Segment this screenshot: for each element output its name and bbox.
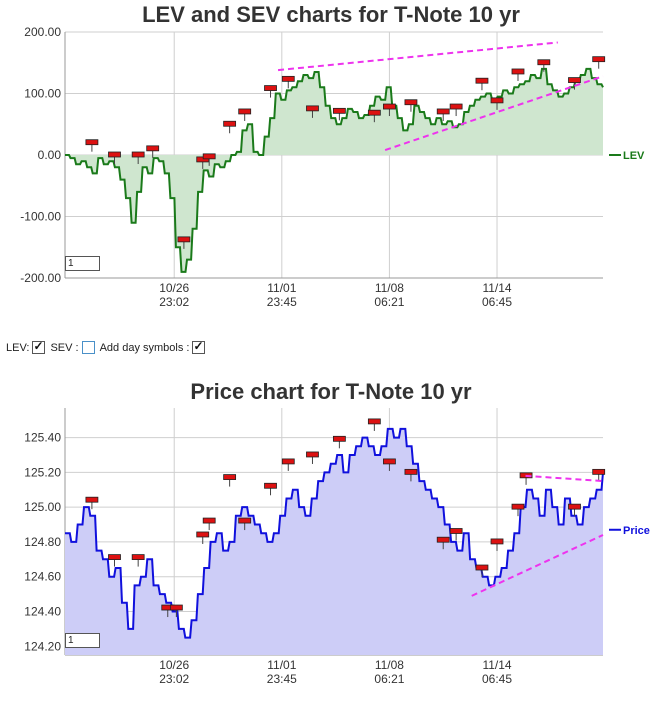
x-tick-time: 23:02	[159, 672, 189, 686]
x-tick-date: 10/26	[159, 281, 189, 295]
day-marker-flag	[238, 517, 252, 524]
x-tick-date: 10/26	[159, 658, 189, 672]
day-marker-flag	[436, 536, 450, 543]
day-marker-flag	[146, 145, 160, 152]
trend-line	[525, 474, 604, 483]
day-marker-flag	[404, 99, 418, 106]
x-tick-time: 23:45	[267, 295, 297, 309]
series-line	[65, 427, 604, 639]
day-marker-flag	[131, 554, 145, 560]
day-marker-flag	[511, 503, 525, 510]
x-tick-time: 06:21	[374, 672, 404, 686]
x-tick-date: 11/14	[482, 658, 511, 672]
day-marker-flag	[383, 458, 396, 465]
day-marker-flag	[202, 153, 216, 160]
price-chart-title: Price chart for T-Note 10 yr	[190, 379, 472, 404]
y-tick-label: 124.40	[24, 605, 61, 619]
day-marker-flag	[85, 496, 99, 503]
day-marker-flag	[475, 77, 489, 84]
day-marker-flag	[511, 68, 525, 75]
series-line	[65, 67, 604, 273]
day-marker-flag	[306, 105, 319, 112]
price-zoom-input[interactable]: 1	[65, 633, 100, 648]
y-tick-label: 124.80	[24, 535, 61, 549]
sev-checkbox[interactable]	[81, 341, 95, 354]
y-tick-label: 125.20	[24, 465, 61, 479]
legend-label: Price	[623, 525, 650, 537]
trend-line	[471, 534, 604, 597]
x-tick-date: 11/08	[375, 281, 404, 295]
sev-toggle-label: SEV :	[50, 341, 79, 354]
lev-toggle-label: LEV:	[6, 341, 30, 354]
day-marker-flag	[367, 109, 381, 116]
day-marker-flag	[108, 554, 121, 560]
y-tick-label: 124.60	[24, 570, 61, 584]
day-marker-flag	[592, 468, 606, 475]
y-tick-label: 200.00	[24, 25, 61, 39]
day-marker-flag	[490, 538, 504, 545]
trend-line	[277, 41, 558, 72]
day-marker-flag	[568, 77, 581, 83]
day-marker-flag	[169, 604, 183, 611]
day-marker-flag	[238, 108, 252, 115]
day-marker-flag	[449, 528, 463, 534]
day-marker-flag	[383, 103, 396, 110]
day-marker-flag	[404, 468, 418, 475]
day-marker-flag	[281, 75, 295, 82]
day-marker-flag	[264, 482, 277, 489]
day-marker-flag	[592, 56, 606, 63]
lev-checkbox[interactable]	[32, 339, 46, 354]
day-marker-flag	[223, 120, 237, 127]
day-marker-flag	[264, 85, 277, 91]
day-marker-flag	[537, 59, 551, 66]
series-area-fill	[65, 68, 603, 272]
day-marker-flag	[281, 458, 295, 465]
x-tick-time: 06:21	[374, 295, 404, 309]
x-tick-time: 06:45	[482, 295, 512, 309]
day-marker-flag	[449, 103, 463, 110]
day-marker-flag	[367, 418, 381, 425]
y-tick-label: 125.00	[24, 500, 61, 514]
day-symbols-label: Add day symbols :	[99, 341, 190, 354]
series-toggle-row: LEV: SEV : Add day symbols :	[6, 339, 208, 354]
day-marker-flag	[196, 531, 210, 538]
series-area-fill	[65, 428, 603, 655]
x-tick-time: 23:02	[159, 295, 189, 309]
day-marker-flag	[202, 517, 216, 524]
y-tick-label: 125.40	[24, 431, 61, 445]
day-marker-flag	[306, 451, 319, 458]
day-marker-flag	[177, 236, 191, 243]
day-marker-flag	[332, 107, 346, 114]
day-marker-flag	[475, 564, 489, 571]
x-tick-date: 11/01	[267, 658, 296, 672]
lev-chart-title: LEV and SEV charts for T-Note 10 yr	[142, 2, 520, 27]
day-marker-flag	[131, 151, 145, 158]
day-marker-flag	[332, 435, 346, 442]
day-marker-flag	[568, 503, 581, 510]
y-tick-label: 124.20	[24, 639, 61, 653]
y-tick-label: 0.00	[38, 148, 62, 162]
day-marker-flag	[223, 474, 237, 480]
x-tick-date: 11/01	[267, 281, 296, 295]
x-tick-date: 11/08	[375, 658, 404, 672]
x-tick-date: 11/14	[482, 281, 511, 295]
day-marker-flag	[85, 139, 99, 146]
lev-chart: 200.00 100.00 0.00 -100.00 -200.00 10/2623:02…	[20, 25, 645, 309]
y-tick-label: -200.00	[20, 271, 61, 285]
y-tick-label: -100.00	[20, 210, 61, 224]
day-symbols-checkbox[interactable]	[192, 339, 206, 354]
x-tick-time: 23:45	[267, 672, 297, 686]
x-tick-time: 06:45	[482, 672, 512, 686]
y-tick-label: 100.00	[24, 87, 61, 101]
day-marker-flag	[108, 151, 121, 158]
trend-line	[384, 75, 604, 152]
lev-zoom-input[interactable]: 1	[65, 256, 100, 271]
day-marker-flag	[436, 108, 450, 115]
legend-label: LEV	[623, 150, 645, 162]
day-marker-flag	[490, 97, 504, 104]
